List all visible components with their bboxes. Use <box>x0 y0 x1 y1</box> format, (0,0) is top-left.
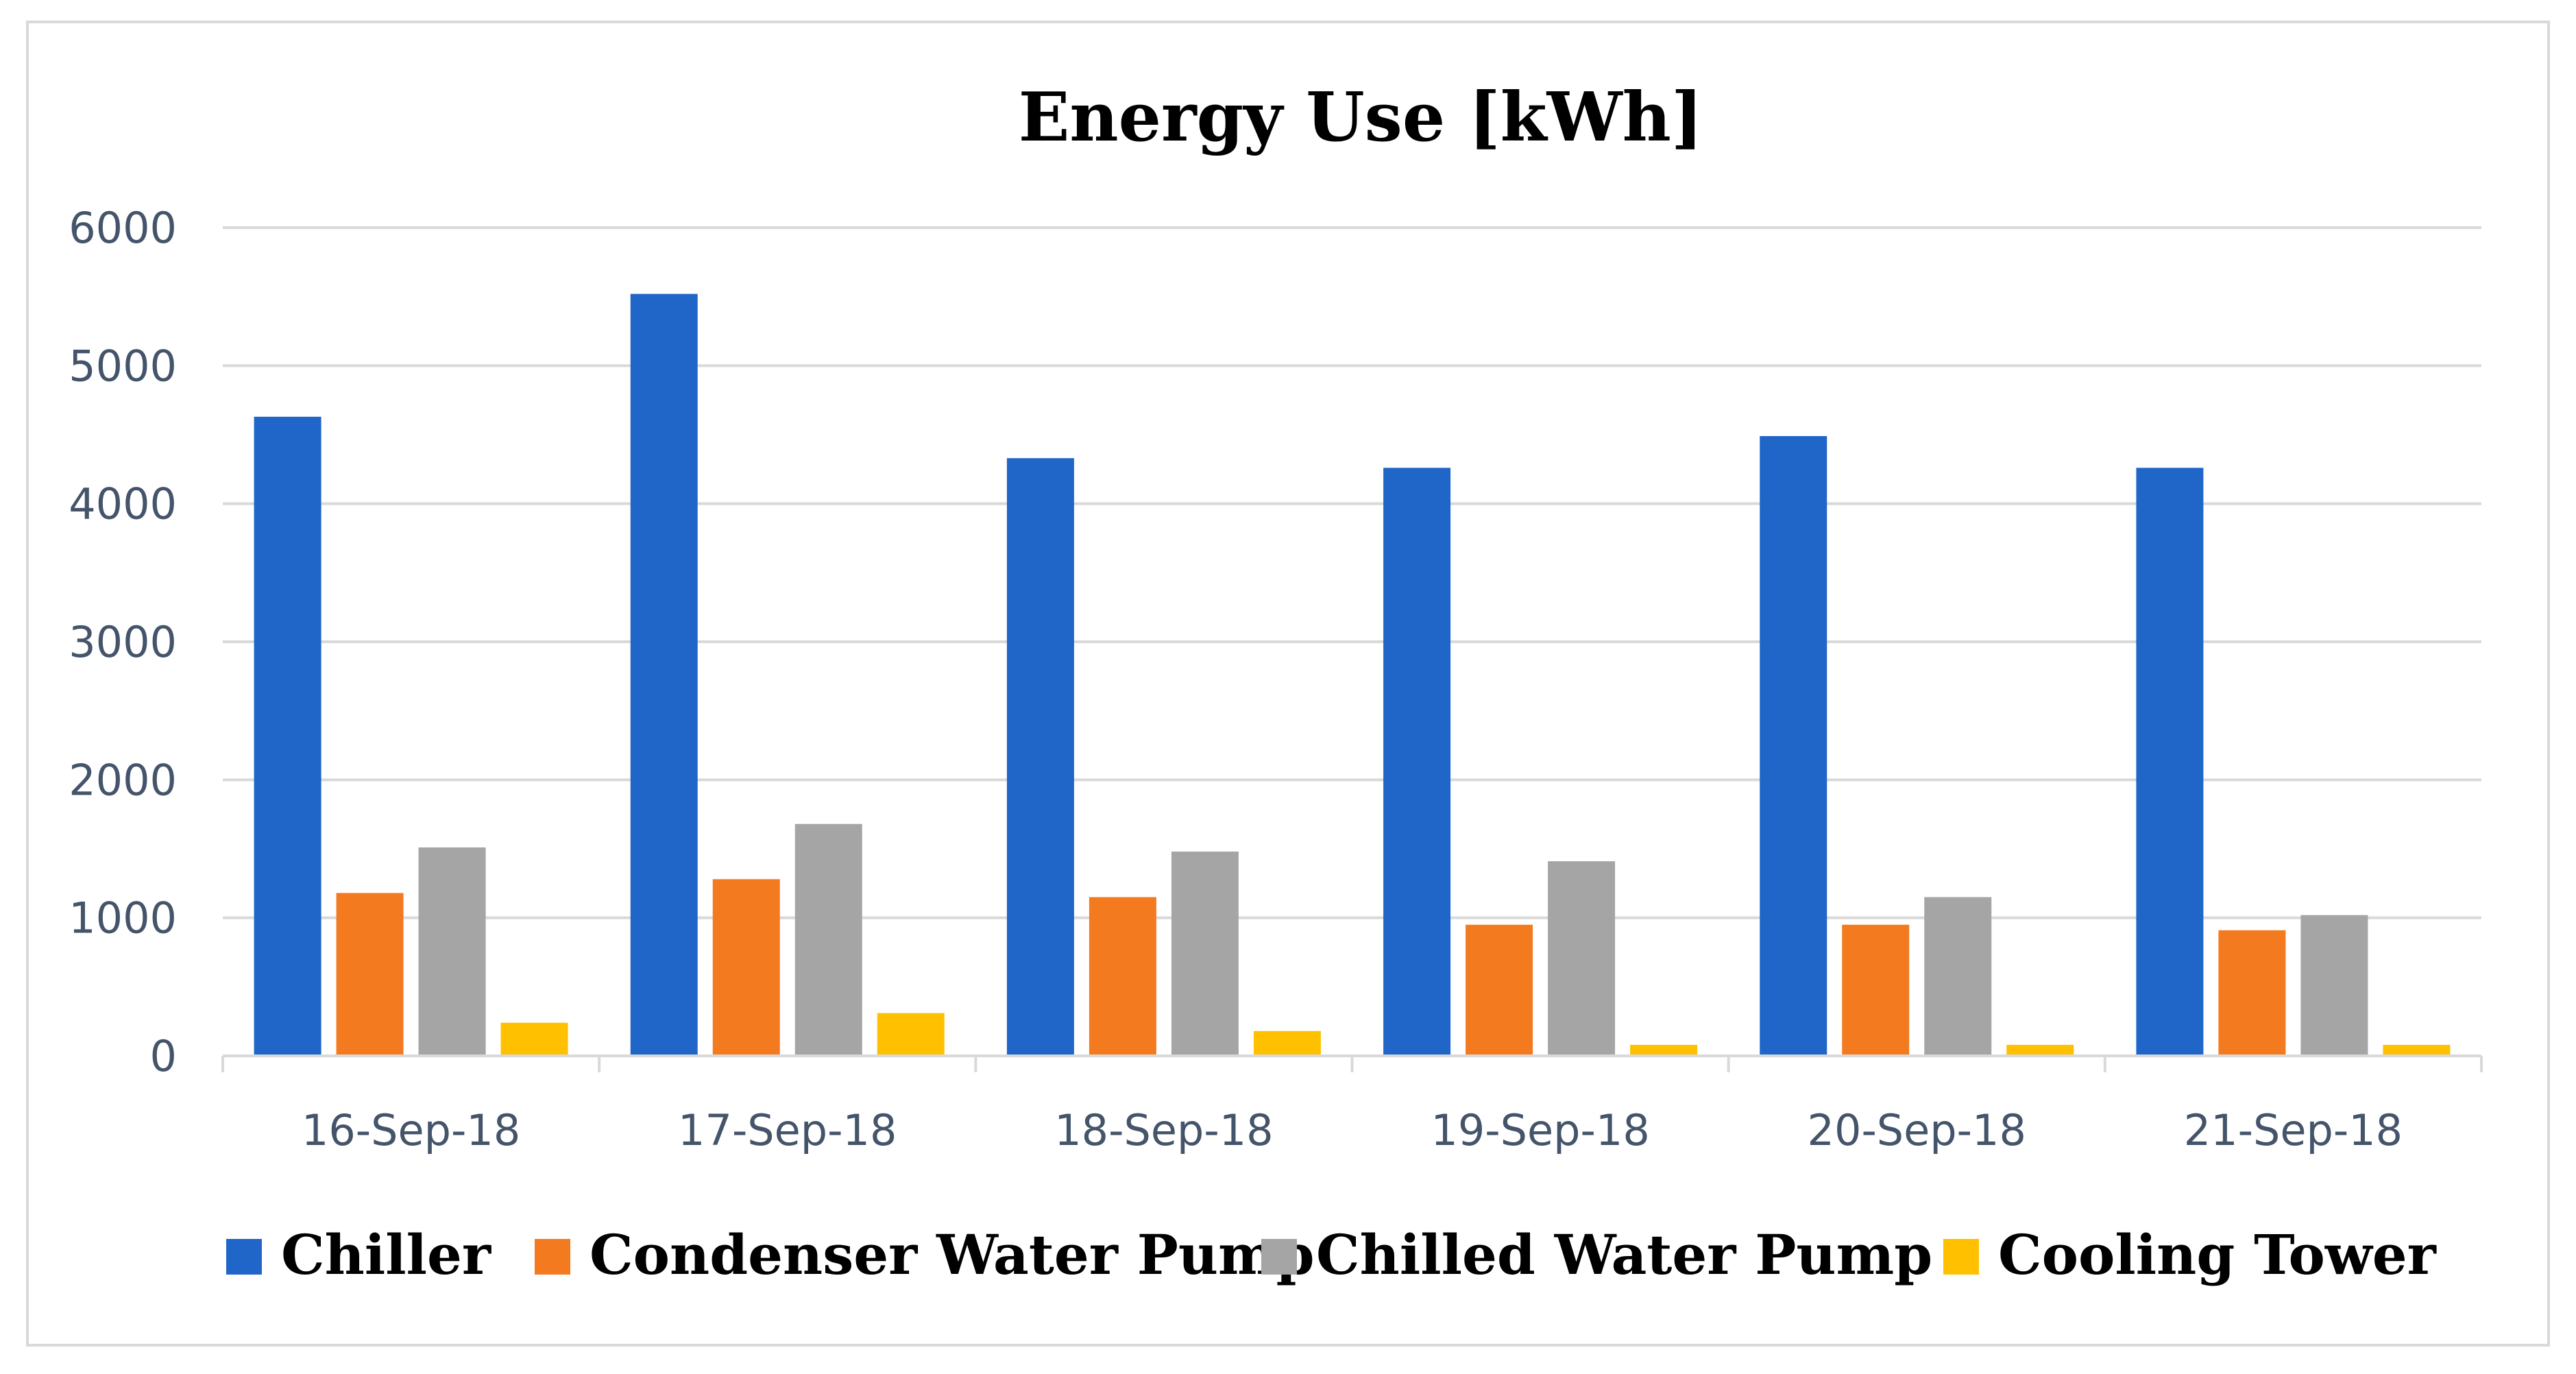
x-axis <box>221 1054 2483 1072</box>
y-axis-ticks: 0 1000 2000 3000 4000 5000 6000 <box>69 203 177 1081</box>
bar-chilled-water-pump-16-sep-18 <box>418 847 486 1056</box>
legend-swatch-chilled-water-pump <box>1261 1239 1297 1275</box>
bar-condenser-water-pump-18-sep-18 <box>1089 897 1156 1056</box>
chart-frame <box>26 21 2550 1347</box>
bar-chiller-16-sep-18 <box>254 416 321 1056</box>
bar-cooling-tower-21-sep-18 <box>2383 1044 2451 1056</box>
bar-condenser-water-pump-20-sep-18 <box>1842 924 1910 1056</box>
y-tick-label-2000: 2000 <box>69 755 177 805</box>
legend-swatch-condenser-water-pump <box>535 1239 570 1275</box>
legend-label-condenser-water-pump: Condenser Water Pump <box>590 1222 1315 1287</box>
legend-swatch-chiller <box>226 1239 262 1275</box>
y-tick-label-1000: 1000 <box>69 893 177 943</box>
x-tick-label-19-sep-18: 19-Sep-18 <box>1431 1105 1649 1155</box>
y-tick-label-6000: 6000 <box>69 203 177 253</box>
bar-condenser-water-pump-19-sep-18 <box>1466 924 1533 1056</box>
legend-label-chiller: Chiller <box>281 1222 491 1287</box>
x-tick-label-17-sep-18: 17-Sep-18 <box>678 1105 897 1155</box>
x-tick-label-18-sep-18: 18-Sep-18 <box>1054 1105 1273 1155</box>
y-tick-label-0: 0 <box>150 1031 177 1081</box>
bar-condenser-water-pump-16-sep-18 <box>336 893 404 1056</box>
bar-chilled-water-pump-17-sep-18 <box>794 823 862 1056</box>
bar-cooling-tower-16-sep-18 <box>500 1022 568 1056</box>
x-tick-label-16-sep-18: 16-Sep-18 <box>302 1105 520 1155</box>
bar-chilled-water-pump-18-sep-18 <box>1171 852 1239 1056</box>
bar-cooling-tower-20-sep-18 <box>2006 1044 2074 1056</box>
y-tick-label-4000: 4000 <box>69 479 177 529</box>
bars <box>254 293 2451 1056</box>
bar-cooling-tower-17-sep-18 <box>877 1013 945 1056</box>
chart-title: Energy Use [kWh] <box>1019 78 1703 157</box>
bar-chilled-water-pump-21-sep-18 <box>2300 915 2368 1056</box>
bar-chiller-20-sep-18 <box>1760 436 1827 1056</box>
bar-cooling-tower-18-sep-18 <box>1253 1030 1321 1056</box>
y-tick-label-3000: 3000 <box>69 617 177 667</box>
bar-chiller-18-sep-18 <box>1006 458 1074 1056</box>
legend: Chiller Condenser Water Pump Chilled Water… <box>226 1222 2437 1287</box>
grid-lines <box>223 226 2481 919</box>
x-tick-label-20-sep-18: 20-Sep-18 <box>1808 1105 2026 1155</box>
legend-label-cooling-tower: Cooling Tower <box>1998 1222 2437 1287</box>
x-axis-ticks: 16-Sep-18 17-Sep-18 18-Sep-18 19-Sep-18 20-S… <box>302 1105 2403 1155</box>
y-tick-label-5000: 5000 <box>69 341 177 391</box>
bar-chiller-19-sep-18 <box>1383 468 1451 1056</box>
bar-condenser-water-pump-21-sep-18 <box>2218 930 2286 1056</box>
bar-chilled-water-pump-20-sep-18 <box>1924 897 1992 1056</box>
bar-condenser-water-pump-17-sep-18 <box>712 879 780 1056</box>
bar-cooling-tower-19-sep-18 <box>1630 1044 1698 1056</box>
bar-chilled-water-pump-19-sep-18 <box>1548 861 1616 1056</box>
legend-label-chilled-water-pump: Chilled Water Pump <box>1316 1222 1932 1287</box>
bar-chiller-17-sep-18 <box>630 293 698 1056</box>
bar-chiller-21-sep-18 <box>2136 468 2204 1056</box>
x-tick-label-21-sep-18: 21-Sep-18 <box>2184 1105 2403 1155</box>
legend-swatch-cooling-tower <box>1943 1239 1979 1275</box>
